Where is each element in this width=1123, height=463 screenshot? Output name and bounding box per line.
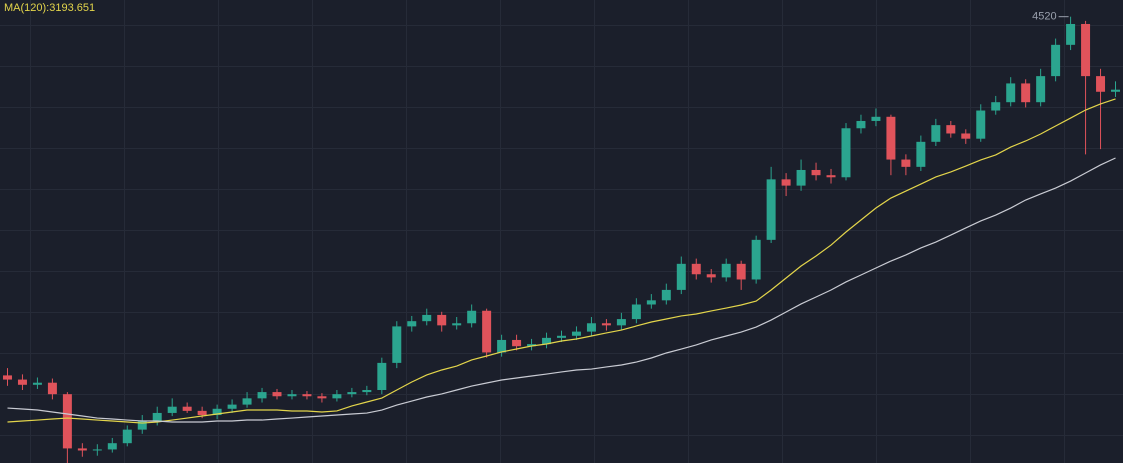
max-label: 4520 [1032,11,1056,23]
candle-body [377,362,387,391]
candle-body [452,323,462,326]
candle-body [736,263,746,280]
candle-body [227,404,237,409]
candle-body [242,398,252,405]
candle-body [557,335,566,338]
candle-body [17,379,27,385]
candle-body [407,321,417,327]
candle-body [287,394,297,397]
candle-body [616,319,626,326]
candle-body [107,443,117,450]
candle-body [497,339,507,353]
candle-body [362,390,372,393]
candle-body [916,141,926,167]
candle-body [302,394,312,397]
candle-body [721,263,731,278]
candle-body [766,179,776,240]
candle-body [392,326,402,363]
candle-body [871,116,881,121]
candle-body [886,116,896,160]
candle-body [706,274,716,278]
candle-body [272,392,282,397]
candle-body [92,449,102,451]
candle-body [1051,44,1061,77]
candle-body [811,169,821,176]
candle-body [167,406,177,413]
candle-body [317,396,327,399]
candle-body [437,314,447,326]
candle-body [991,102,1001,111]
candle-body [841,128,851,178]
candle-body [646,300,656,305]
candle-body [976,110,986,139]
candle-body [931,125,941,142]
candle-body [1081,23,1091,77]
candle-body [691,263,701,275]
moving-average-line [7,98,1116,424]
moving-average-line [7,157,1116,423]
candle-body [1066,23,1076,45]
candle-body [1096,76,1106,92]
candle-body [257,392,267,399]
candle-body [586,323,596,332]
candle-body [182,406,192,411]
candle-body [1111,89,1121,92]
candle-body [122,429,132,444]
candle-body [212,408,222,416]
candle-body [332,394,342,399]
ma-label: MA(120):3193.651 [4,2,95,14]
candle-body [796,169,806,186]
candle-body [1021,83,1031,103]
candle-body [77,448,87,451]
candle-body [676,263,686,290]
candle-body [856,120,866,129]
candle-body [482,310,492,353]
candle-body [571,331,581,336]
candle-body [1036,76,1046,103]
candle-body [901,159,911,167]
candle-body [2,375,12,380]
candle-body [631,304,641,320]
candle-body [1006,83,1016,103]
candle-body [467,310,477,324]
candle-body [601,323,611,326]
candle-body [197,410,207,416]
candle-body [422,314,432,322]
candle-body [661,289,671,301]
candle-body [47,382,57,395]
candle-body [152,412,162,422]
candle-body [32,382,42,385]
candle-body [527,344,537,347]
candle-body [946,125,956,134]
candle-body [542,337,552,345]
candle-body [512,339,522,347]
candle-body [961,133,971,139]
candle-body [62,394,72,449]
candle-body [751,239,761,280]
candle-body [347,392,357,395]
candle-body [781,179,791,186]
candle-body [826,175,836,178]
candle-body [137,421,147,430]
